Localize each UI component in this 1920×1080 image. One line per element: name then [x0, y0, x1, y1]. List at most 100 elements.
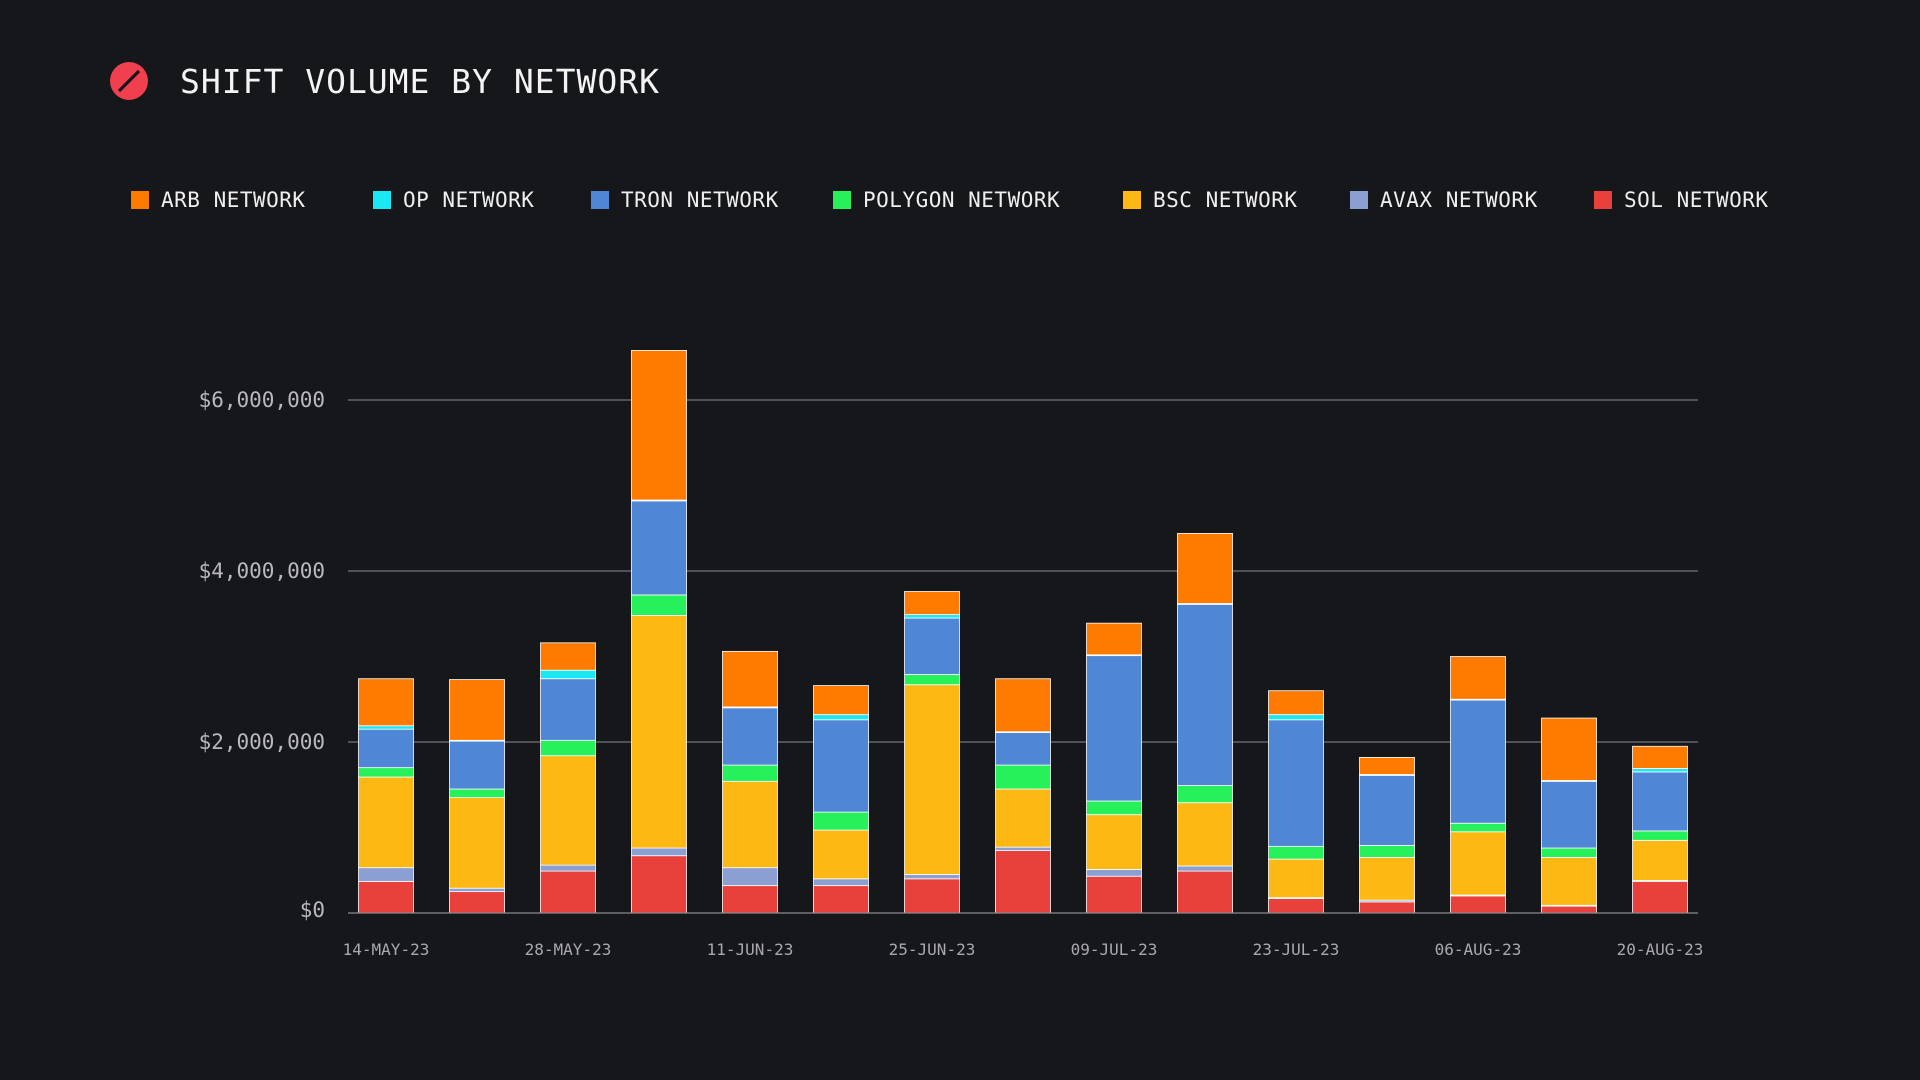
bar-segment-tron-network[interactable] [1359, 774, 1415, 846]
bar-segment-op-network[interactable] [1632, 768, 1688, 773]
bar-segment-tron-network[interactable] [1450, 699, 1506, 824]
bar-stack[interactable] [1268, 690, 1324, 914]
legend-item-op-network[interactable]: OP NETWORK [373, 185, 534, 215]
bar-stack[interactable] [904, 591, 960, 914]
bar-segment-bsc-network[interactable] [904, 684, 960, 875]
bar-segment-tron-network[interactable] [540, 678, 596, 741]
bar-segment-tron-network[interactable] [1177, 603, 1233, 787]
bar-segment-avax-network[interactable] [449, 887, 505, 893]
bar-stack[interactable] [1086, 622, 1142, 914]
bar-segment-tron-network[interactable] [1268, 719, 1324, 847]
bar-segment-arb-network[interactable] [813, 685, 869, 716]
bar-segment-arb-network[interactable] [358, 678, 414, 727]
bar-segment-polygon-network[interactable] [995, 764, 1051, 790]
bar-segment-polygon-network[interactable] [1541, 847, 1597, 858]
bar-segment-arb-network[interactable] [1541, 717, 1597, 781]
bar-segment-sol-network[interactable] [813, 885, 869, 914]
bar-segment-arb-network[interactable] [1268, 690, 1324, 716]
bar-segment-sol-network[interactable] [1268, 898, 1324, 914]
bar-segment-sol-network[interactable] [1450, 895, 1506, 914]
bar-segment-avax-network[interactable] [813, 878, 869, 887]
bar-segment-polygon-network[interactable] [1268, 845, 1324, 860]
bar-segment-sol-network[interactable] [358, 880, 414, 914]
bar-segment-tron-network[interactable] [1086, 655, 1142, 802]
bar-segment-polygon-network[interactable] [1450, 822, 1506, 833]
bar-segment-tron-network[interactable] [995, 732, 1051, 766]
bar-stack[interactable] [449, 679, 505, 914]
bar-segment-op-network[interactable] [1268, 714, 1324, 721]
legend-item-arb-network[interactable]: ARB NETWORK [131, 185, 306, 215]
bar-stack[interactable] [1177, 532, 1233, 914]
bar-segment-tron-network[interactable] [904, 617, 960, 675]
bar-segment-tron-network[interactable] [1541, 780, 1597, 849]
bar-segment-tron-network[interactable] [722, 707, 778, 766]
bar-segment-sol-network[interactable] [1359, 901, 1415, 914]
bar-segment-bsc-network[interactable] [995, 788, 1051, 848]
bar-segment-arb-network[interactable] [1632, 745, 1688, 769]
bar-segment-polygon-network[interactable] [1359, 845, 1415, 858]
bar-segment-op-network[interactable] [813, 714, 869, 721]
bar-segment-polygon-network[interactable] [540, 739, 596, 757]
bar-segment-bsc-network[interactable] [449, 797, 505, 889]
bar-stack[interactable] [358, 678, 414, 914]
bar-segment-arb-network[interactable] [449, 679, 505, 741]
bar-segment-polygon-network[interactable] [449, 788, 505, 798]
bar-segment-arb-network[interactable] [904, 591, 960, 616]
bar-segment-bsc-network[interactable] [1177, 802, 1233, 867]
bar-segment-arb-network[interactable] [540, 642, 596, 671]
bar-segment-op-network[interactable] [540, 669, 596, 680]
bar-segment-bsc-network[interactable] [1086, 814, 1142, 870]
bar-stack[interactable] [1450, 656, 1506, 914]
bar-segment-avax-network[interactable] [358, 867, 414, 882]
bar-segment-op-network[interactable] [358, 725, 414, 730]
bar-segment-avax-network[interactable] [1086, 868, 1142, 877]
bar-segment-sol-network[interactable] [1177, 870, 1233, 914]
bar-stack[interactable] [995, 678, 1051, 914]
bar-segment-tron-network[interactable] [813, 719, 869, 813]
bar-segment-avax-network[interactable] [904, 874, 960, 880]
bar-segment-polygon-network[interactable] [1086, 800, 1142, 816]
bar-segment-tron-network[interactable] [358, 728, 414, 769]
bar-segment-tron-network[interactable] [449, 740, 505, 790]
bar-segment-avax-network[interactable] [1177, 865, 1233, 872]
bar-segment-arb-network[interactable] [722, 650, 778, 708]
bar-segment-polygon-network[interactable] [358, 767, 414, 778]
bar-segment-op-network[interactable] [904, 614, 960, 619]
bar-stack[interactable] [631, 350, 687, 914]
bar-stack[interactable] [540, 642, 596, 914]
bar-stack[interactable] [1541, 717, 1597, 914]
bar-segment-polygon-network[interactable] [1177, 785, 1233, 804]
bar-segment-avax-network[interactable] [995, 846, 1051, 851]
legend-item-bsc-network[interactable]: BSC NETWORK [1123, 185, 1298, 215]
bar-segment-sol-network[interactable] [904, 878, 960, 914]
bar-segment-bsc-network[interactable] [540, 755, 596, 866]
bar-segment-avax-network[interactable] [631, 847, 687, 857]
bar-segment-bsc-network[interactable] [1632, 839, 1688, 881]
bar-segment-arb-network[interactable] [1450, 656, 1506, 700]
bar-segment-bsc-network[interactable] [722, 780, 778, 869]
bar-stack[interactable] [813, 685, 869, 914]
bar-segment-polygon-network[interactable] [904, 674, 960, 686]
bar-segment-bsc-network[interactable] [1359, 857, 1415, 901]
bar-segment-arb-network[interactable] [631, 350, 687, 501]
bar-segment-sol-network[interactable] [1632, 880, 1688, 914]
bar-segment-polygon-network[interactable] [813, 811, 869, 831]
bar-segment-arb-network[interactable] [1086, 622, 1142, 656]
bar-segment-bsc-network[interactable] [813, 829, 869, 880]
bar-segment-sol-network[interactable] [540, 870, 596, 914]
bar-segment-sol-network[interactable] [995, 850, 1051, 914]
bar-segment-bsc-network[interactable] [631, 615, 687, 849]
bar-segment-polygon-network[interactable] [1632, 830, 1688, 841]
bar-segment-polygon-network[interactable] [631, 594, 687, 616]
bar-stack[interactable] [1359, 756, 1415, 914]
bar-segment-bsc-network[interactable] [1268, 858, 1324, 899]
bar-segment-tron-network[interactable] [631, 500, 687, 596]
bar-segment-sol-network[interactable] [631, 855, 687, 914]
bar-segment-bsc-network[interactable] [1450, 831, 1506, 896]
bar-segment-bsc-network[interactable] [1541, 857, 1597, 906]
legend-item-polygon-network[interactable]: POLYGON NETWORK [833, 185, 1060, 215]
bar-segment-sol-network[interactable] [449, 891, 505, 914]
legend-item-avax-network[interactable]: AVAX NETWORK [1350, 185, 1538, 215]
bar-segment-polygon-network[interactable] [722, 764, 778, 782]
bar-segment-sol-network[interactable] [1086, 875, 1142, 914]
